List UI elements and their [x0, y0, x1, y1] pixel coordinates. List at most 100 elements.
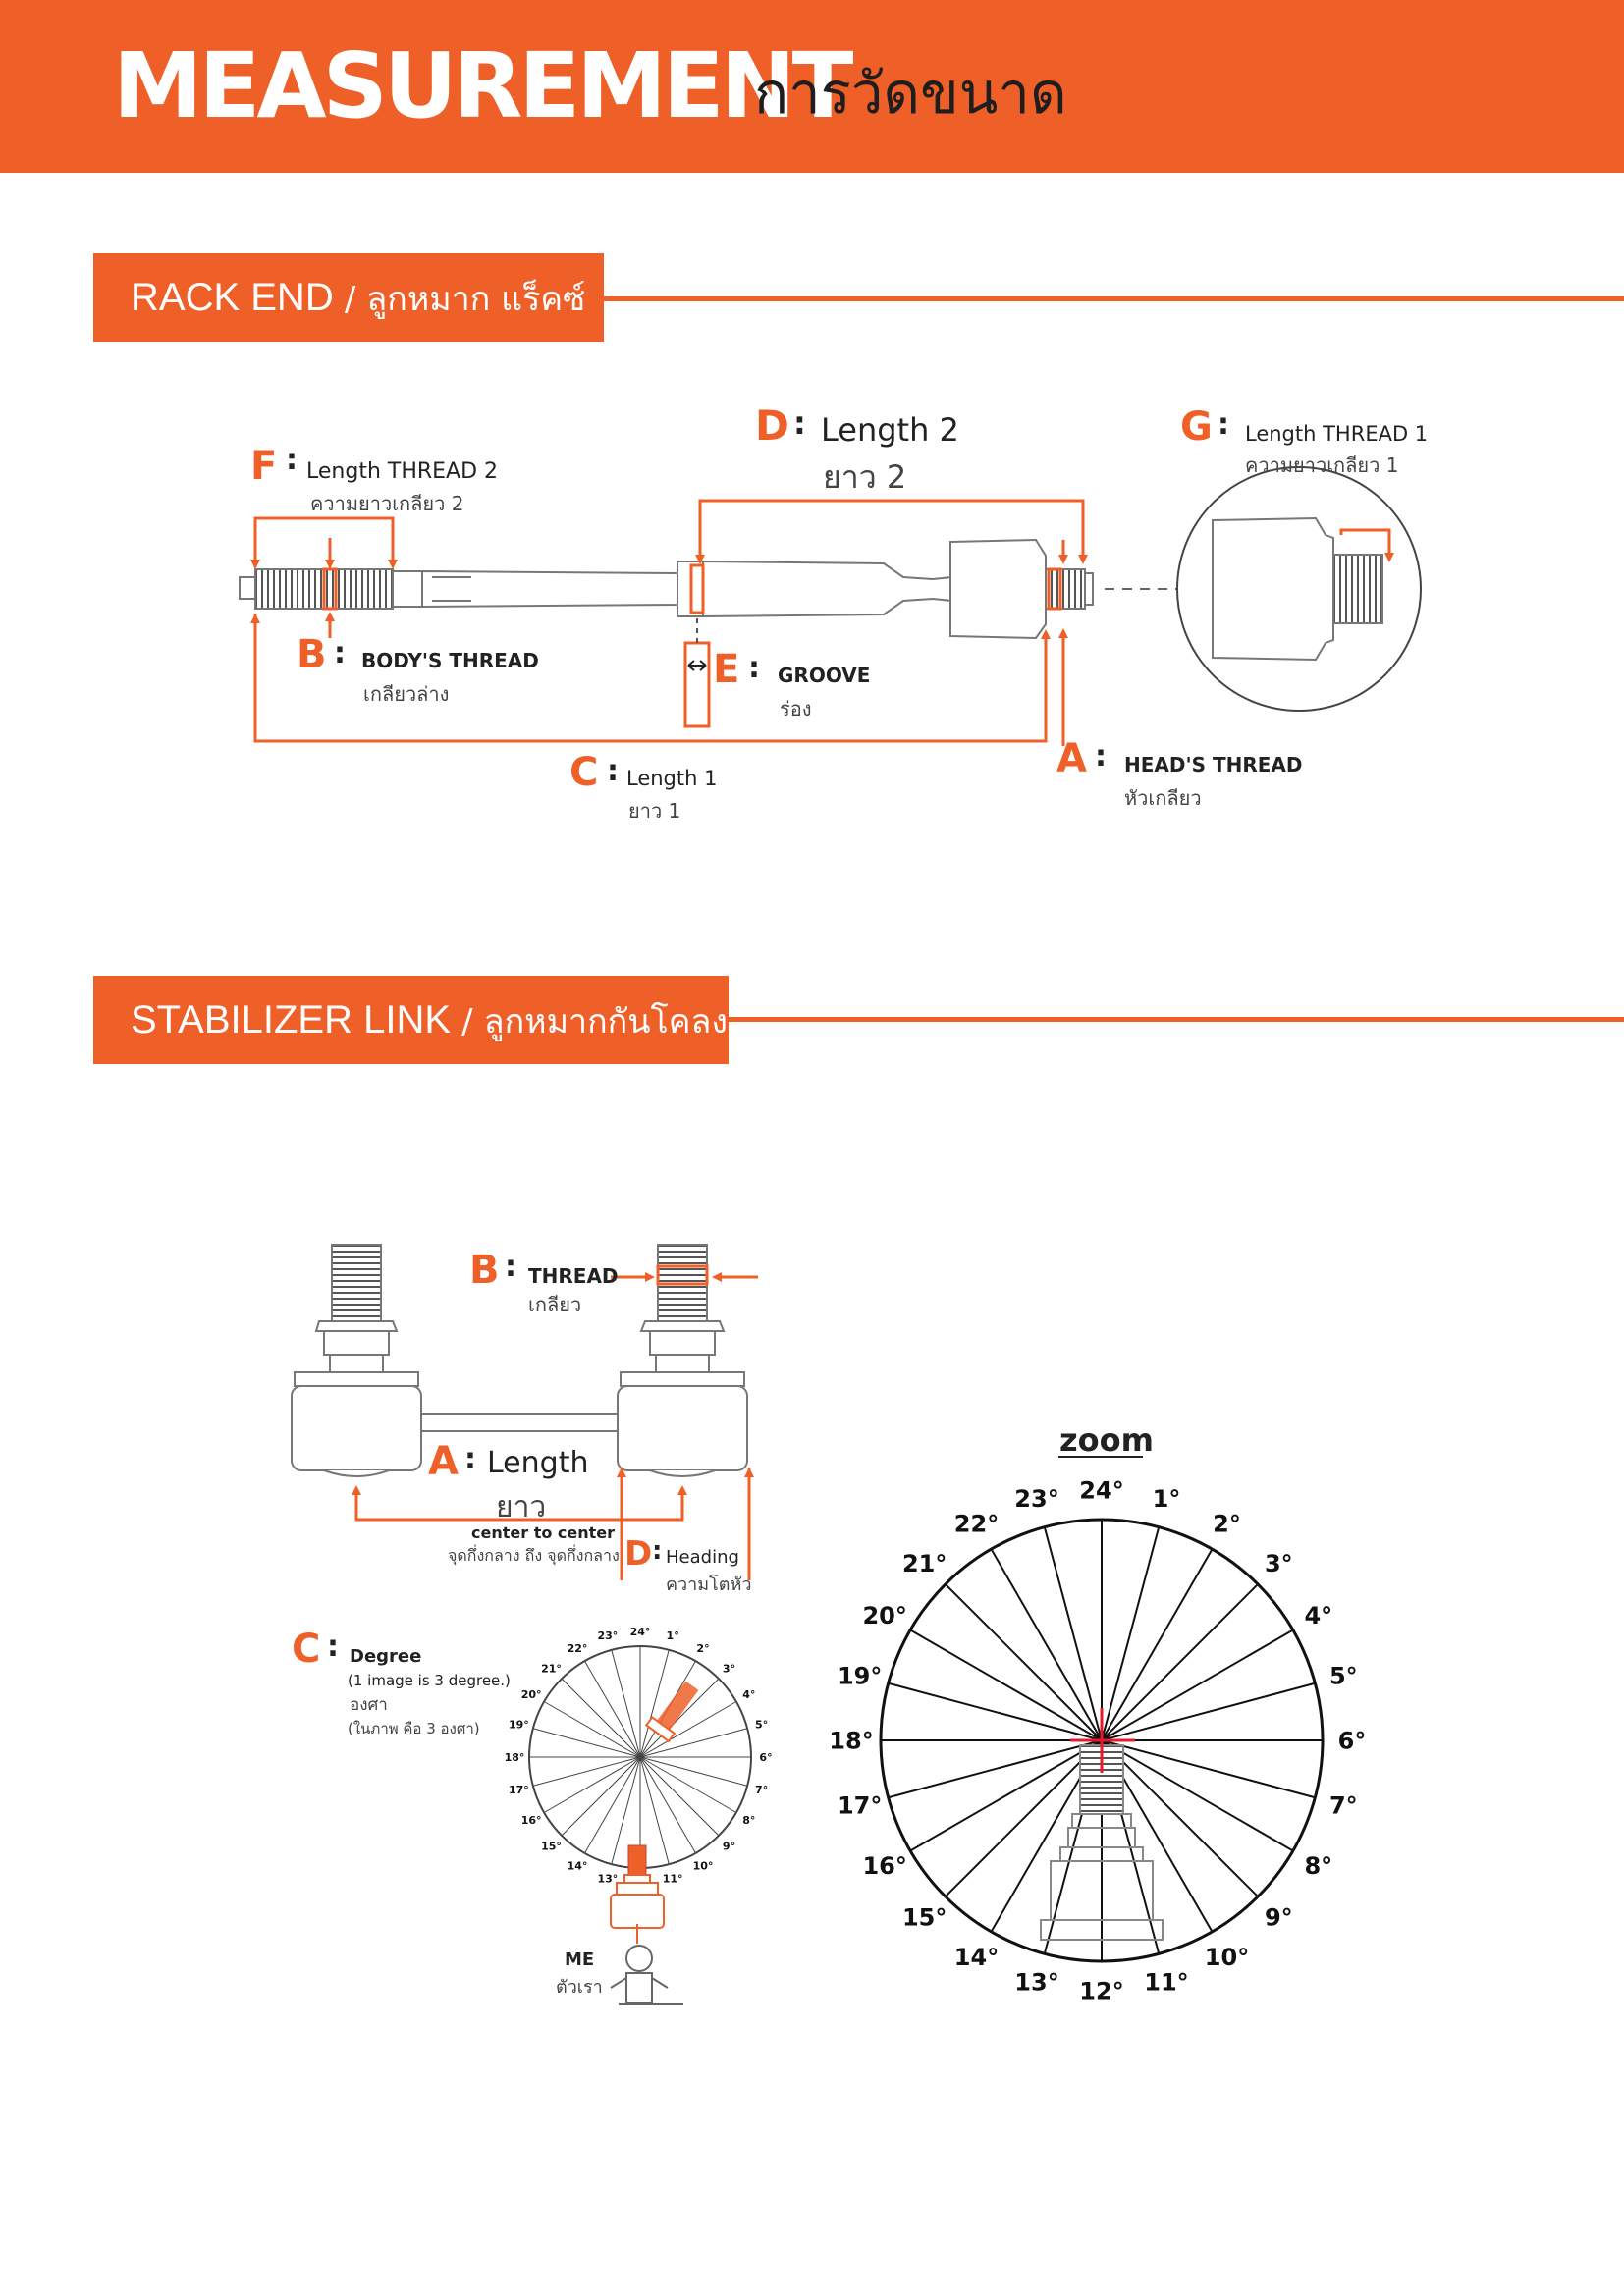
- degree-label: 6°: [1338, 1727, 1367, 1754]
- label-text-thai: หัวเกลียว: [1124, 786, 1202, 810]
- rack-end-drawing: [239, 538, 1094, 640]
- label-text-thai: เกลียวล่าง: [363, 682, 449, 706]
- degree-label: 9°: [1265, 1904, 1293, 1932]
- label-colon: :: [1218, 407, 1229, 442]
- degree-label: 18°: [505, 1751, 525, 1764]
- dial-spoke: [1101, 1526, 1161, 1741]
- label-letter: D: [755, 401, 789, 450]
- label-text-thai: ยาว: [496, 1490, 546, 1524]
- label-text: Degree: [350, 1646, 421, 1667]
- degree-label: 14°: [954, 1944, 999, 1971]
- degree-label: 18°: [829, 1727, 873, 1754]
- label-text: THREAD: [528, 1264, 619, 1288]
- degree-label: 24°: [630, 1626, 651, 1638]
- label-text-thai: ยาว 1: [628, 799, 680, 823]
- section-stabilizer-header: STABILIZER LINK / ลูกหมากกันโคลง: [93, 976, 729, 1064]
- label-text-thai: ร่อง: [780, 697, 812, 721]
- dial-spoke: [888, 1682, 1103, 1741]
- dial-spoke: [639, 1728, 748, 1758]
- label-letter: A: [428, 1439, 459, 1484]
- dial-spoke: [945, 1739, 1103, 1897]
- stabilizer-link-drawing: [291, 1244, 748, 1477]
- label-letter: A: [1056, 736, 1087, 781]
- stab-label-C: C : Degree (1 image is 3 degree.) องศา (…: [292, 1627, 511, 1737]
- degree-label: 17°: [838, 1791, 882, 1819]
- degree-label: 1°: [667, 1629, 679, 1642]
- section-separator: /: [461, 1002, 473, 1041]
- label-text: Length: [487, 1446, 588, 1480]
- label-colon: :: [286, 443, 298, 477]
- label-colon: :: [652, 1536, 662, 1566]
- degree-label: 20°: [521, 1688, 542, 1701]
- degree-label: 15°: [902, 1904, 947, 1932]
- label-text: HEAD'S THREAD: [1124, 753, 1303, 776]
- stab-label-D: D : Heading ความโตหัว: [624, 1534, 751, 1595]
- label-colon: :: [793, 404, 806, 442]
- label-G: G : Length THREAD 1 ความยาวเกลียว 1: [1180, 404, 1428, 477]
- label-text: Length 1: [626, 767, 717, 790]
- dial-spoke: [1101, 1739, 1259, 1897]
- degree-label: 20°: [862, 1602, 906, 1629]
- dial-spoke: [1043, 1526, 1103, 1741]
- section-divider: [729, 1017, 1624, 1022]
- degree-label: 16°: [862, 1852, 906, 1880]
- label-letter: C: [569, 750, 598, 795]
- label-letter: G: [1180, 404, 1213, 450]
- label-colon: :: [334, 636, 346, 670]
- dial-spoke: [990, 1548, 1103, 1741]
- degree-label: 16°: [521, 1814, 542, 1827]
- label-B: B : BODY'S THREAD เกลียวล่าง: [297, 632, 539, 706]
- zoom-label: zoom: [1059, 1421, 1154, 1459]
- degree-label: 8°: [1304, 1852, 1332, 1880]
- dial-spoke: [639, 1678, 720, 1758]
- degree-label: 12°: [1079, 1977, 1123, 2004]
- label-letter: F: [250, 444, 277, 489]
- label-text-thai: ยาว 2: [823, 458, 906, 496]
- me-label-thai: ตัวเรา: [556, 1977, 603, 1998]
- dial-spoke: [611, 1649, 641, 1758]
- label-text: GROOVE: [778, 664, 870, 687]
- degree-label: 13°: [1014, 1969, 1058, 1997]
- degree-label: 4°: [1304, 1602, 1332, 1629]
- dial-spoke: [888, 1739, 1103, 1799]
- label-note: center to center: [471, 1523, 615, 1542]
- thread-highlight: [656, 1264, 709, 1286]
- dial-spoke: [639, 1756, 670, 1865]
- degree-label: 6°: [759, 1751, 772, 1764]
- degree-label: 23°: [597, 1629, 618, 1642]
- degree-label: 22°: [954, 1511, 999, 1538]
- degree-label: 3°: [1265, 1550, 1293, 1577]
- dial-spoke: [639, 1701, 737, 1758]
- degree-label: 4°: [742, 1688, 755, 1701]
- label-colon: :: [607, 754, 619, 788]
- label-text: BODY'S THREAD: [361, 649, 539, 672]
- degree-label: 8°: [742, 1814, 755, 1827]
- dial-spoke: [561, 1756, 641, 1837]
- label-colon: :: [327, 1629, 339, 1664]
- label-letter: D: [624, 1534, 652, 1574]
- degree-label: 3°: [723, 1662, 735, 1675]
- label-colon: :: [1095, 739, 1107, 774]
- degree-label: 21°: [541, 1662, 562, 1675]
- degree-label: 2°: [1213, 1511, 1241, 1538]
- label-text: Heading: [666, 1547, 739, 1568]
- label-note: (1 image is 3 degree.): [348, 1672, 511, 1689]
- page-header: MEASUREMENT การวัดขนาด: [0, 0, 1624, 173]
- dial-spoke: [584, 1756, 641, 1854]
- dial-spoke: [561, 1678, 641, 1758]
- page-title: MEASUREMENT: [113, 33, 853, 138]
- dial-spoke: [639, 1756, 720, 1837]
- label-text: Length THREAD 2: [306, 459, 498, 484]
- dial-spoke: [945, 1583, 1103, 1741]
- head-thread-highlight: [1047, 567, 1062, 611]
- degree-label: 21°: [902, 1550, 947, 1577]
- stab-label-B: B : THREAD เกลียว: [469, 1248, 619, 1316]
- degree-label: 17°: [509, 1784, 529, 1796]
- label-letter: E: [713, 647, 739, 692]
- section-title-thai: ลูกหมาก แร็คซ์: [366, 280, 586, 319]
- dial-spoke: [639, 1756, 748, 1787]
- degree-label: 7°: [755, 1784, 768, 1796]
- degree-label: 5°: [755, 1719, 768, 1732]
- degree-label: 19°: [838, 1662, 882, 1689]
- body-thread-highlight: [322, 567, 338, 611]
